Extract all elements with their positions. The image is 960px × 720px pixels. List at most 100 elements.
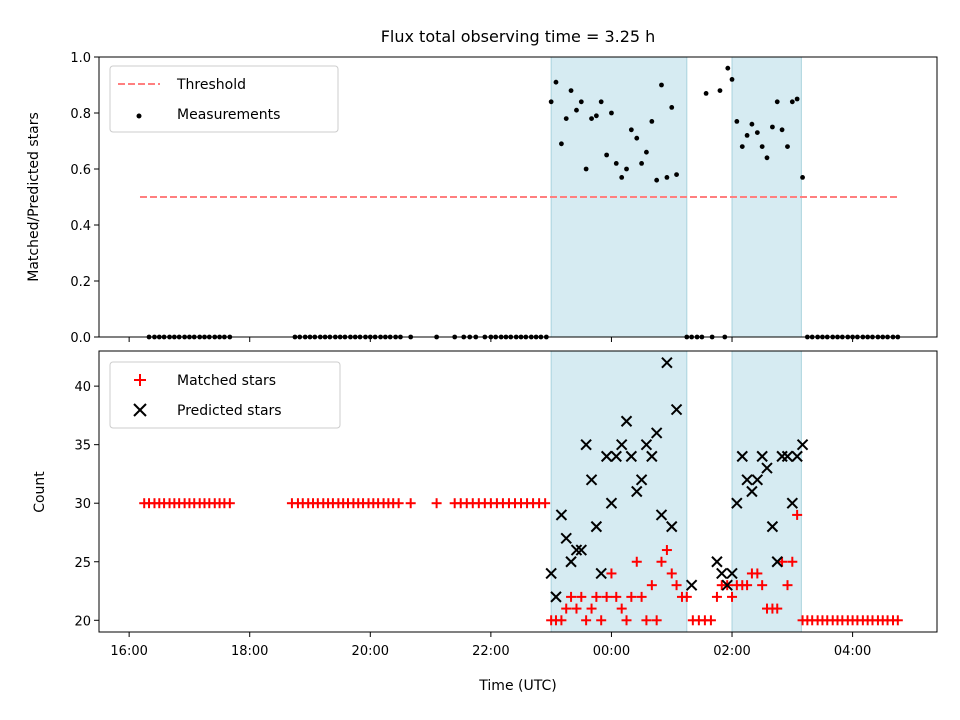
- matched-point: [556, 615, 567, 626]
- x-tick-label: 20:00: [352, 644, 389, 659]
- threshold-legend-label: Threshold: [176, 77, 246, 93]
- measurement-point: [644, 149, 649, 155]
- predicted-point: [615, 438, 628, 451]
- predicted-point: [711, 556, 723, 568]
- matched-point: [601, 591, 612, 602]
- matched-point: [792, 509, 803, 520]
- predicted-point: [570, 544, 583, 556]
- measurement-point: [548, 99, 554, 105]
- measurement-point: [553, 79, 559, 85]
- measurement-point: [789, 99, 795, 105]
- measurement-point: [774, 99, 780, 105]
- matched-point: [616, 603, 627, 614]
- predicted-point: [550, 591, 562, 603]
- measurement-point: [717, 88, 723, 93]
- matched-point: [705, 615, 716, 626]
- measurement-point: [794, 96, 800, 102]
- y-tick-label: 1.0: [70, 51, 91, 66]
- measurement-point: [770, 124, 775, 130]
- measurement-point: [568, 88, 574, 93]
- measurement-point: [764, 155, 770, 161]
- measurement-point: [703, 91, 709, 96]
- predicted-point: [756, 450, 768, 463]
- measurement-point: [800, 175, 805, 180]
- top-y-axis-label: Matched/Predicted stars: [26, 112, 42, 282]
- x-axis-label: Time (UTC): [478, 678, 556, 694]
- matched-point: [561, 603, 572, 614]
- measurement-point: [604, 152, 610, 158]
- x-tick-label: 02:00: [713, 644, 750, 659]
- matched-point: [566, 591, 577, 602]
- predicted-point: [610, 450, 622, 463]
- predicted-point: [655, 509, 668, 521]
- measurement-point: [669, 105, 675, 110]
- measurements-legend-swatch: [136, 113, 142, 119]
- predicted-point: [781, 450, 794, 463]
- bottom-legend-box: [109, 361, 341, 429]
- predicted-point: [646, 450, 658, 463]
- matched-point: [611, 591, 622, 602]
- bottom-x-ticks: 16:00 18:00 20:00 22:00 00:00 02:00 04:00: [110, 632, 871, 659]
- y-tick-label: 0.8: [70, 107, 91, 122]
- matched-point: [576, 591, 587, 602]
- matched-point: [671, 580, 682, 591]
- y-tick-label: 0.0: [70, 331, 91, 346]
- matched-point: [656, 556, 667, 567]
- predicted-point: [545, 567, 557, 580]
- matched-point: [540, 498, 551, 509]
- measurement-point: [563, 116, 569, 121]
- measurement-point: [583, 166, 589, 172]
- matched-point: [631, 556, 642, 567]
- y-tick-label: 0.6: [70, 163, 91, 178]
- predicted-point: [721, 579, 733, 591]
- predicted-point: [640, 438, 653, 451]
- predicted-point: [575, 544, 588, 556]
- top-y-ticks: 0.0 0.2 0.4 0.6 0.8 1.0: [70, 51, 99, 346]
- measurement-point: [779, 127, 785, 133]
- measurement-point: [654, 177, 660, 183]
- predicted-point: [595, 567, 607, 580]
- top-axes-frame: [98, 56, 938, 338]
- predicted-point: [736, 450, 748, 463]
- matched-stars-series: [139, 498, 903, 626]
- predicted-point: [590, 520, 603, 533]
- matched-point: [621, 615, 632, 626]
- matched-point: [393, 498, 404, 509]
- predicted-point: [766, 520, 779, 533]
- matched-point: [742, 580, 753, 591]
- measurement-point: [674, 172, 679, 178]
- x-tick-label: 18:00: [231, 644, 268, 659]
- x-tick-label: 22:00: [472, 644, 509, 659]
- predicted-stars-series: [545, 357, 809, 603]
- predicted-point: [600, 450, 613, 463]
- top-x-ticks: [128, 337, 854, 342]
- matched-point: [646, 580, 657, 591]
- matched-legend-swatch: [134, 374, 146, 386]
- measurement-point: [785, 144, 790, 150]
- predicted-point: [625, 450, 638, 463]
- measurements-legend-label: Measurements: [177, 107, 280, 123]
- measurement-point: [624, 166, 629, 172]
- predicted-point: [560, 532, 572, 545]
- measurement-point: [754, 130, 760, 136]
- matched-point: [777, 556, 788, 567]
- matched-legend-label: Matched stars: [177, 373, 276, 389]
- predicted-point: [620, 415, 633, 427]
- predicted-point: [726, 567, 738, 580]
- predicted-point: [666, 520, 678, 533]
- measurement-point: [759, 144, 765, 150]
- matched-point: [892, 615, 903, 626]
- predicted-point: [751, 474, 764, 486]
- predicted-point: [661, 357, 673, 369]
- y-tick-label: 40: [74, 380, 91, 395]
- matched-point: [666, 568, 677, 579]
- predicted-point: [786, 497, 799, 509]
- matched-point: [782, 580, 793, 591]
- matched-point: [626, 591, 637, 602]
- y-tick-label: 0.2: [70, 275, 91, 290]
- x-tick-label: 16:00: [110, 644, 147, 659]
- measurement-point: [749, 121, 755, 127]
- matched-point: [586, 603, 597, 614]
- predicted-point: [731, 497, 743, 509]
